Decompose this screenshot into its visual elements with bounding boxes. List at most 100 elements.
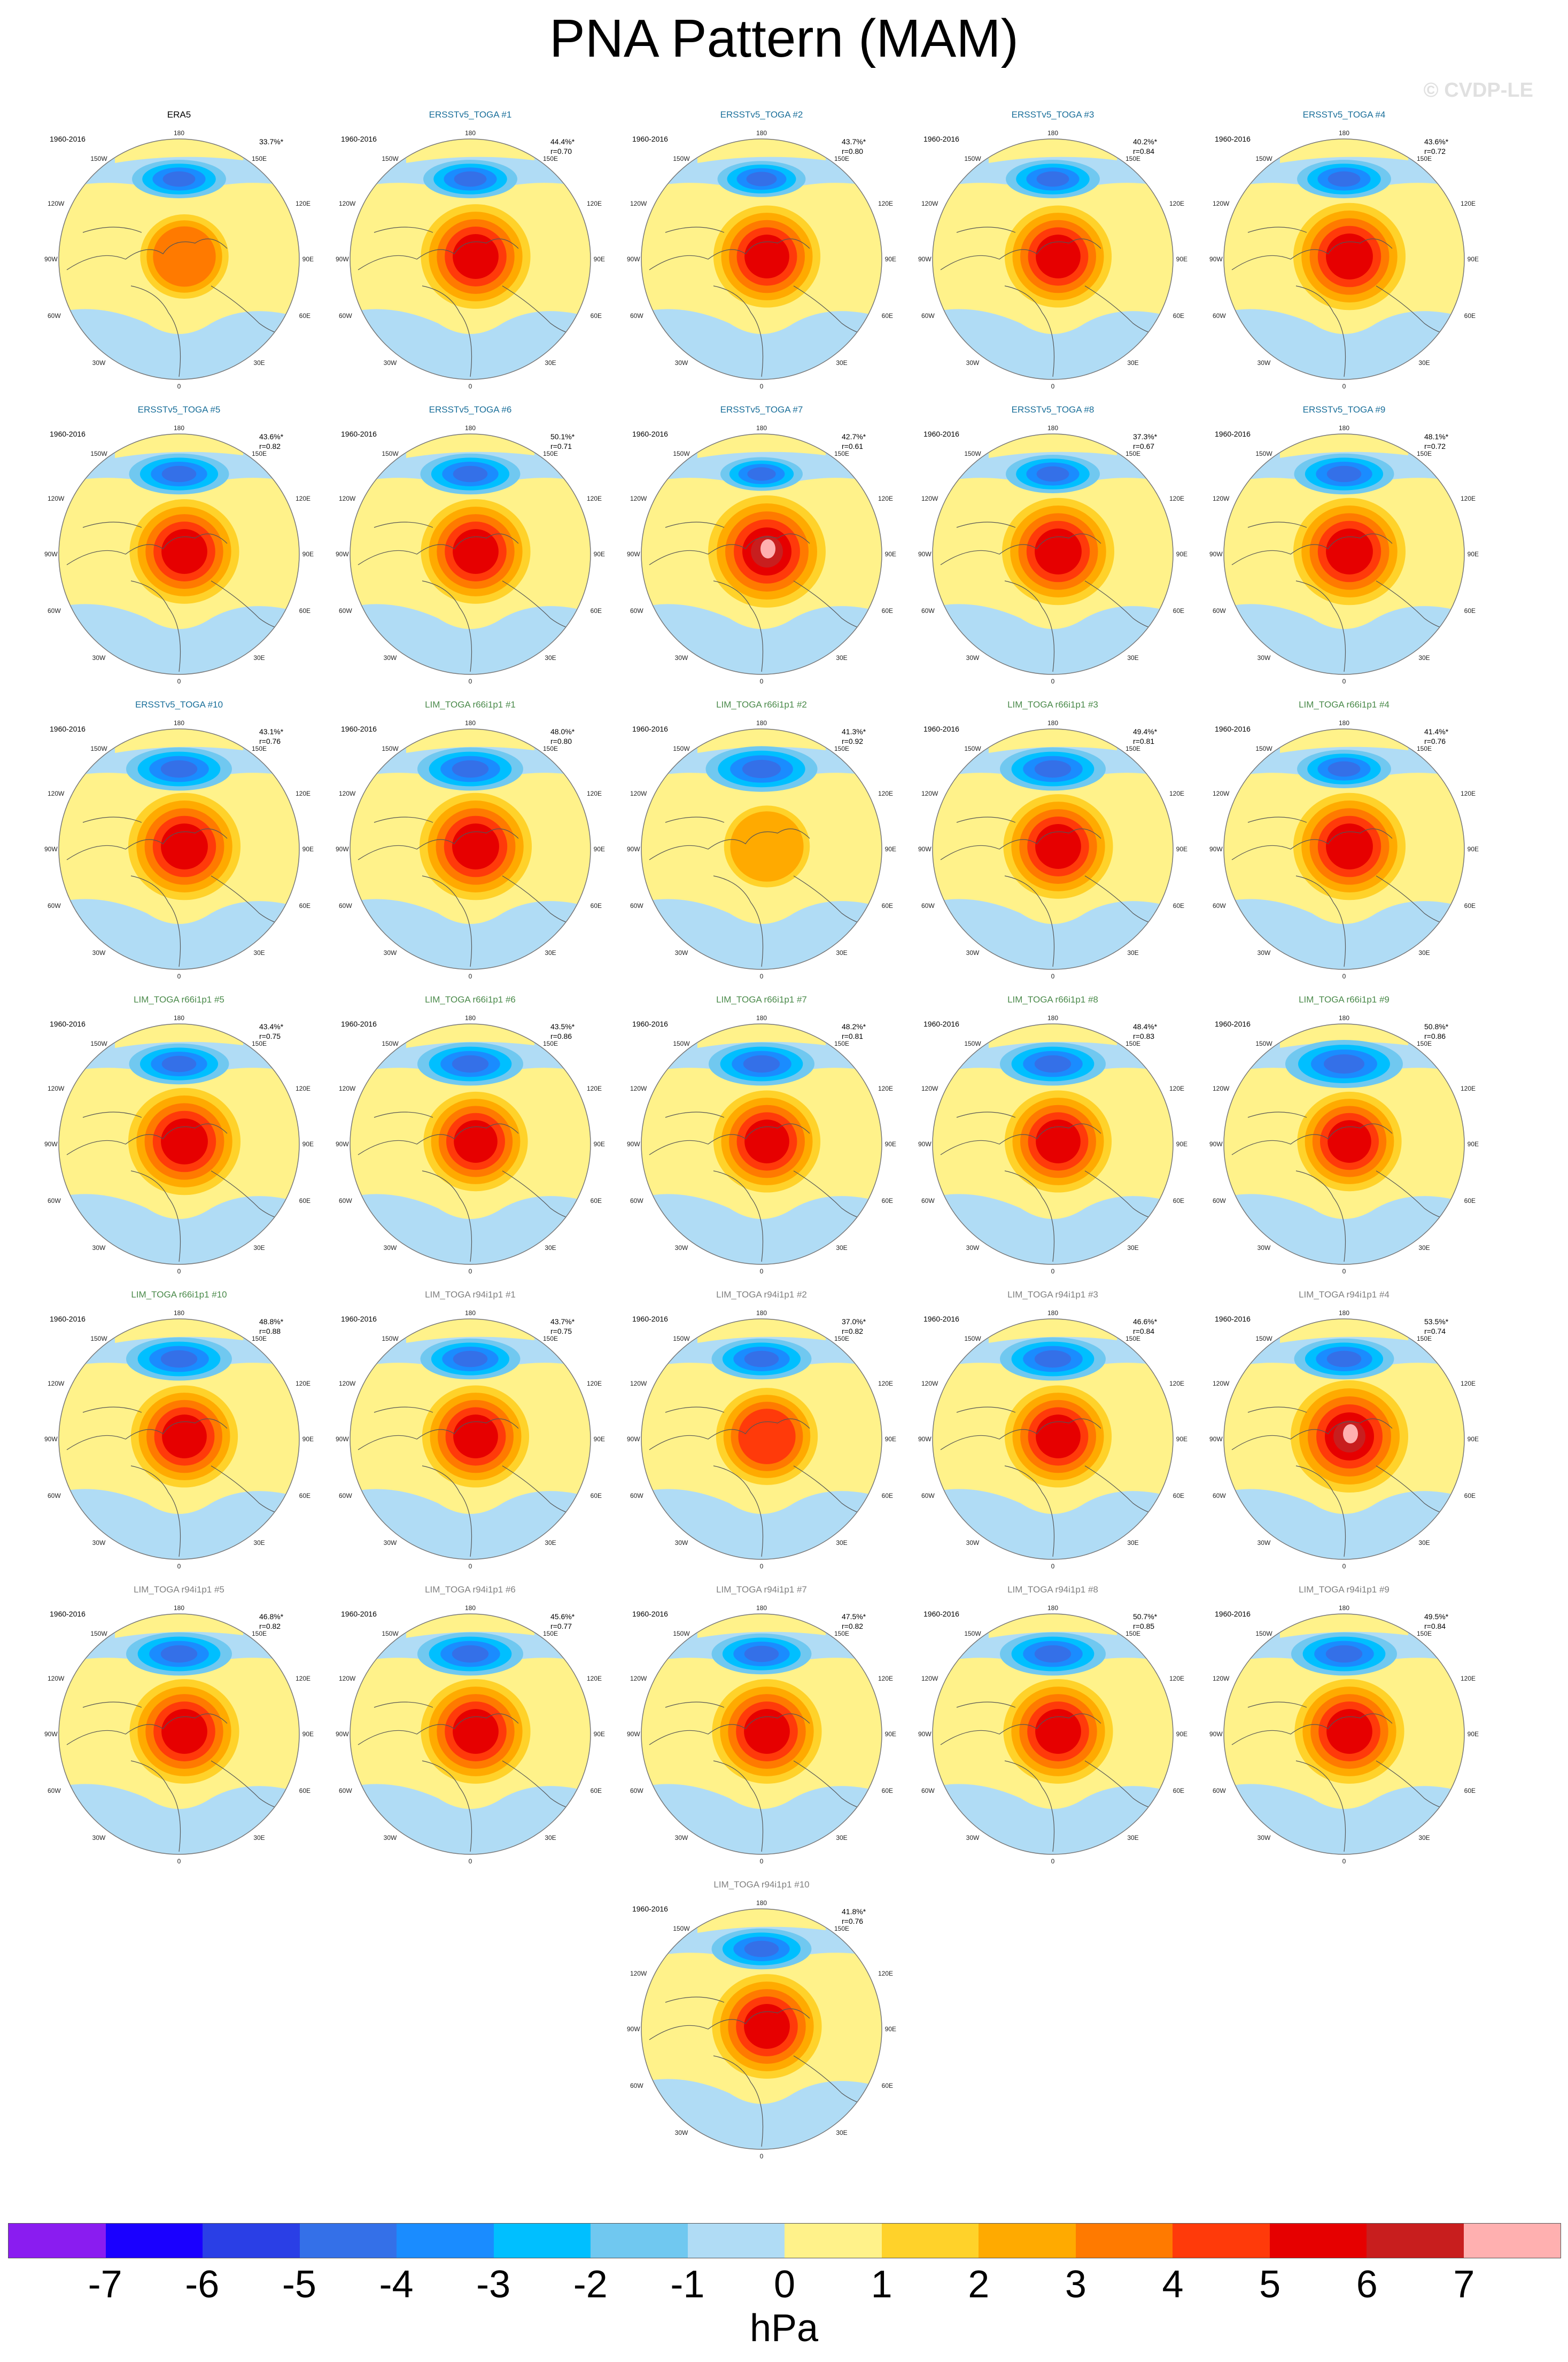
longitude-label: 180 [174, 129, 184, 137]
positive-anomaly-region [1280, 1319, 1408, 1343]
longitude-label: 90W [44, 255, 58, 263]
longitude-label: 120W [630, 495, 647, 502]
map-boundary [932, 728, 1174, 970]
panel-period: 1960-2016 [50, 430, 86, 438]
high-pressure-contour [454, 1120, 498, 1163]
longitude-label: 90W [918, 1730, 932, 1738]
longitude-label: 60W [48, 1787, 61, 1794]
longitude-label: 90W [44, 845, 58, 853]
longitude-label: 0 [1051, 678, 1055, 685]
colorbar-swatch [785, 2224, 882, 2258]
longitude-label: 120E [878, 1675, 893, 1682]
longitude-label: 60W [1213, 312, 1226, 320]
panel-title: ERSSTv5_TOGA #7 [720, 405, 803, 415]
map-panel: 180 0 150W 150E 120W 120E 90W 90E 60W 60E 30W 30E LI… [326, 1584, 615, 1868]
longitude-label: 90E [1468, 255, 1479, 263]
panel-period: 1960-2016 [50, 1610, 86, 1618]
longitude-label: 90W [627, 1140, 640, 1148]
longitude-label: 0 [1051, 383, 1055, 390]
polar-map: 180 0 150W 150E 120W 120E 90W 90E 60W 60E 30W 30E [44, 1014, 314, 1275]
longitude-label: 30E [1418, 1244, 1430, 1252]
longitude-label: 0 [177, 383, 181, 390]
map-boundary [1223, 728, 1465, 970]
panel-pattern-correlation: r=0.70 [550, 147, 572, 156]
map-boundary [58, 433, 300, 675]
longitude-label: 150W [964, 1335, 981, 1342]
positive-anomaly-region [989, 139, 1117, 163]
low-pressure-contour [1326, 1350, 1362, 1368]
longitude-label: 90E [594, 1435, 605, 1443]
longitude-label: 0 [1342, 678, 1346, 685]
map-boundary [58, 1318, 300, 1560]
longitude-label: 120W [48, 1380, 65, 1387]
longitude-label: 180 [174, 424, 184, 432]
panel-period: 1960-2016 [632, 135, 668, 143]
panel-pattern-correlation: r=0.82 [259, 442, 281, 450]
longitude-label: 30W [92, 1539, 106, 1547]
positive-anomaly-region [406, 139, 534, 163]
longitude-label: 90W [627, 1730, 640, 1738]
colorbar-tick-label: 1 [871, 2263, 892, 2306]
map-panel: 180 0 150W 150E 120W 120E 90W 90E 60W 60E 30W 30E LI… [35, 994, 323, 1278]
longitude-label: 150E [252, 1040, 267, 1047]
longitude-label: 180 [1047, 1309, 1058, 1317]
coastline [1231, 227, 1464, 377]
map-panel: 180 0 150W 150E 120W 120E 90W 90E 60W 60E 30W 30E LI… [326, 1289, 615, 1573]
map-panel: 180 0 150W 150E 120W 120E 90W 90E 60W 60E 30W 30E LI… [617, 994, 906, 1278]
longitude-label: 180 [756, 719, 767, 727]
longitude-label: 60W [630, 2082, 643, 2089]
longitude-label: 150E [834, 1925, 849, 1932]
colorbar-swatch [1269, 2224, 1367, 2258]
map-panel: 180 0 150W 150E 120W 120E 90W 90E 60W 60E 30W 30E ER… [617, 110, 906, 393]
longitude-label: 30W [675, 359, 688, 367]
panel-title: ERSSTv5_TOGA #5 [137, 405, 221, 415]
panel-pattern-correlation: r=0.72 [1424, 147, 1446, 156]
longitude-label: 90W [627, 255, 640, 263]
longitude-label: 60W [339, 1492, 352, 1499]
panel-period: 1960-2016 [632, 1610, 668, 1618]
longitude-label: 60W [48, 312, 61, 320]
longitude-label: 120W [1213, 1380, 1230, 1387]
longitude-label: 60W [48, 607, 61, 615]
coastline [66, 1407, 299, 1557]
longitude-label: 180 [465, 424, 476, 432]
positive-anomaly-region [697, 1614, 826, 1638]
longitude-label: 30E [253, 1834, 265, 1842]
panel-title: LIM_TOGA r66i1p1 #4 [1299, 700, 1390, 710]
longitude-label: 90W [336, 1730, 349, 1738]
longitude-label: 150E [543, 1335, 558, 1342]
positive-anomaly-region [1280, 729, 1408, 753]
positive-anomaly-region [115, 139, 243, 163]
longitude-label: 30W [966, 1539, 980, 1547]
coastline [1231, 522, 1464, 672]
longitude-label: 120W [48, 1085, 65, 1092]
map-panel: 180 0 150W 150E 120W 120E 90W 90E 60W 60E 30W 30E ER… [326, 405, 615, 688]
map-boundary [641, 138, 882, 380]
map-panel: 180 0 150W 150E 120W 120E 90W 90E 60W 60E 30W 30E ER… [1200, 110, 1488, 393]
longitude-label: 120E [878, 790, 893, 797]
longitude-label: 30W [1257, 1244, 1271, 1252]
positive-anomaly-region [989, 1319, 1117, 1343]
longitude-label: 120W [921, 200, 938, 207]
longitude-label: 30W [384, 1244, 397, 1252]
longitude-label: 60E [1464, 312, 1476, 320]
longitude-label: 30W [675, 1539, 688, 1547]
longitude-label: 60W [339, 1787, 352, 1794]
colorbar-tick-label: 0 [773, 2263, 796, 2306]
longitude-label: 0 [760, 678, 764, 685]
longitude-label: 30W [1257, 1834, 1271, 1842]
longitude-label: 60W [1213, 902, 1226, 910]
longitude-label: 120E [1169, 790, 1184, 797]
longitude-label: 30W [92, 654, 106, 662]
longitude-label: 90E [1468, 1435, 1479, 1443]
positive-anomaly-region [406, 434, 534, 458]
longitude-label: 150E [834, 155, 849, 162]
longitude-label: 150W [90, 1630, 107, 1637]
longitude-label: 180 [1339, 1604, 1349, 1612]
panel-variance-explained: 33.7%* [259, 137, 284, 146]
longitude-label: 90E [1176, 550, 1187, 558]
coastline [940, 1701, 1173, 1852]
longitude-label: 150E [1125, 155, 1140, 162]
longitude-label: 150W [1255, 745, 1272, 752]
longitude-label: 30W [1257, 654, 1271, 662]
